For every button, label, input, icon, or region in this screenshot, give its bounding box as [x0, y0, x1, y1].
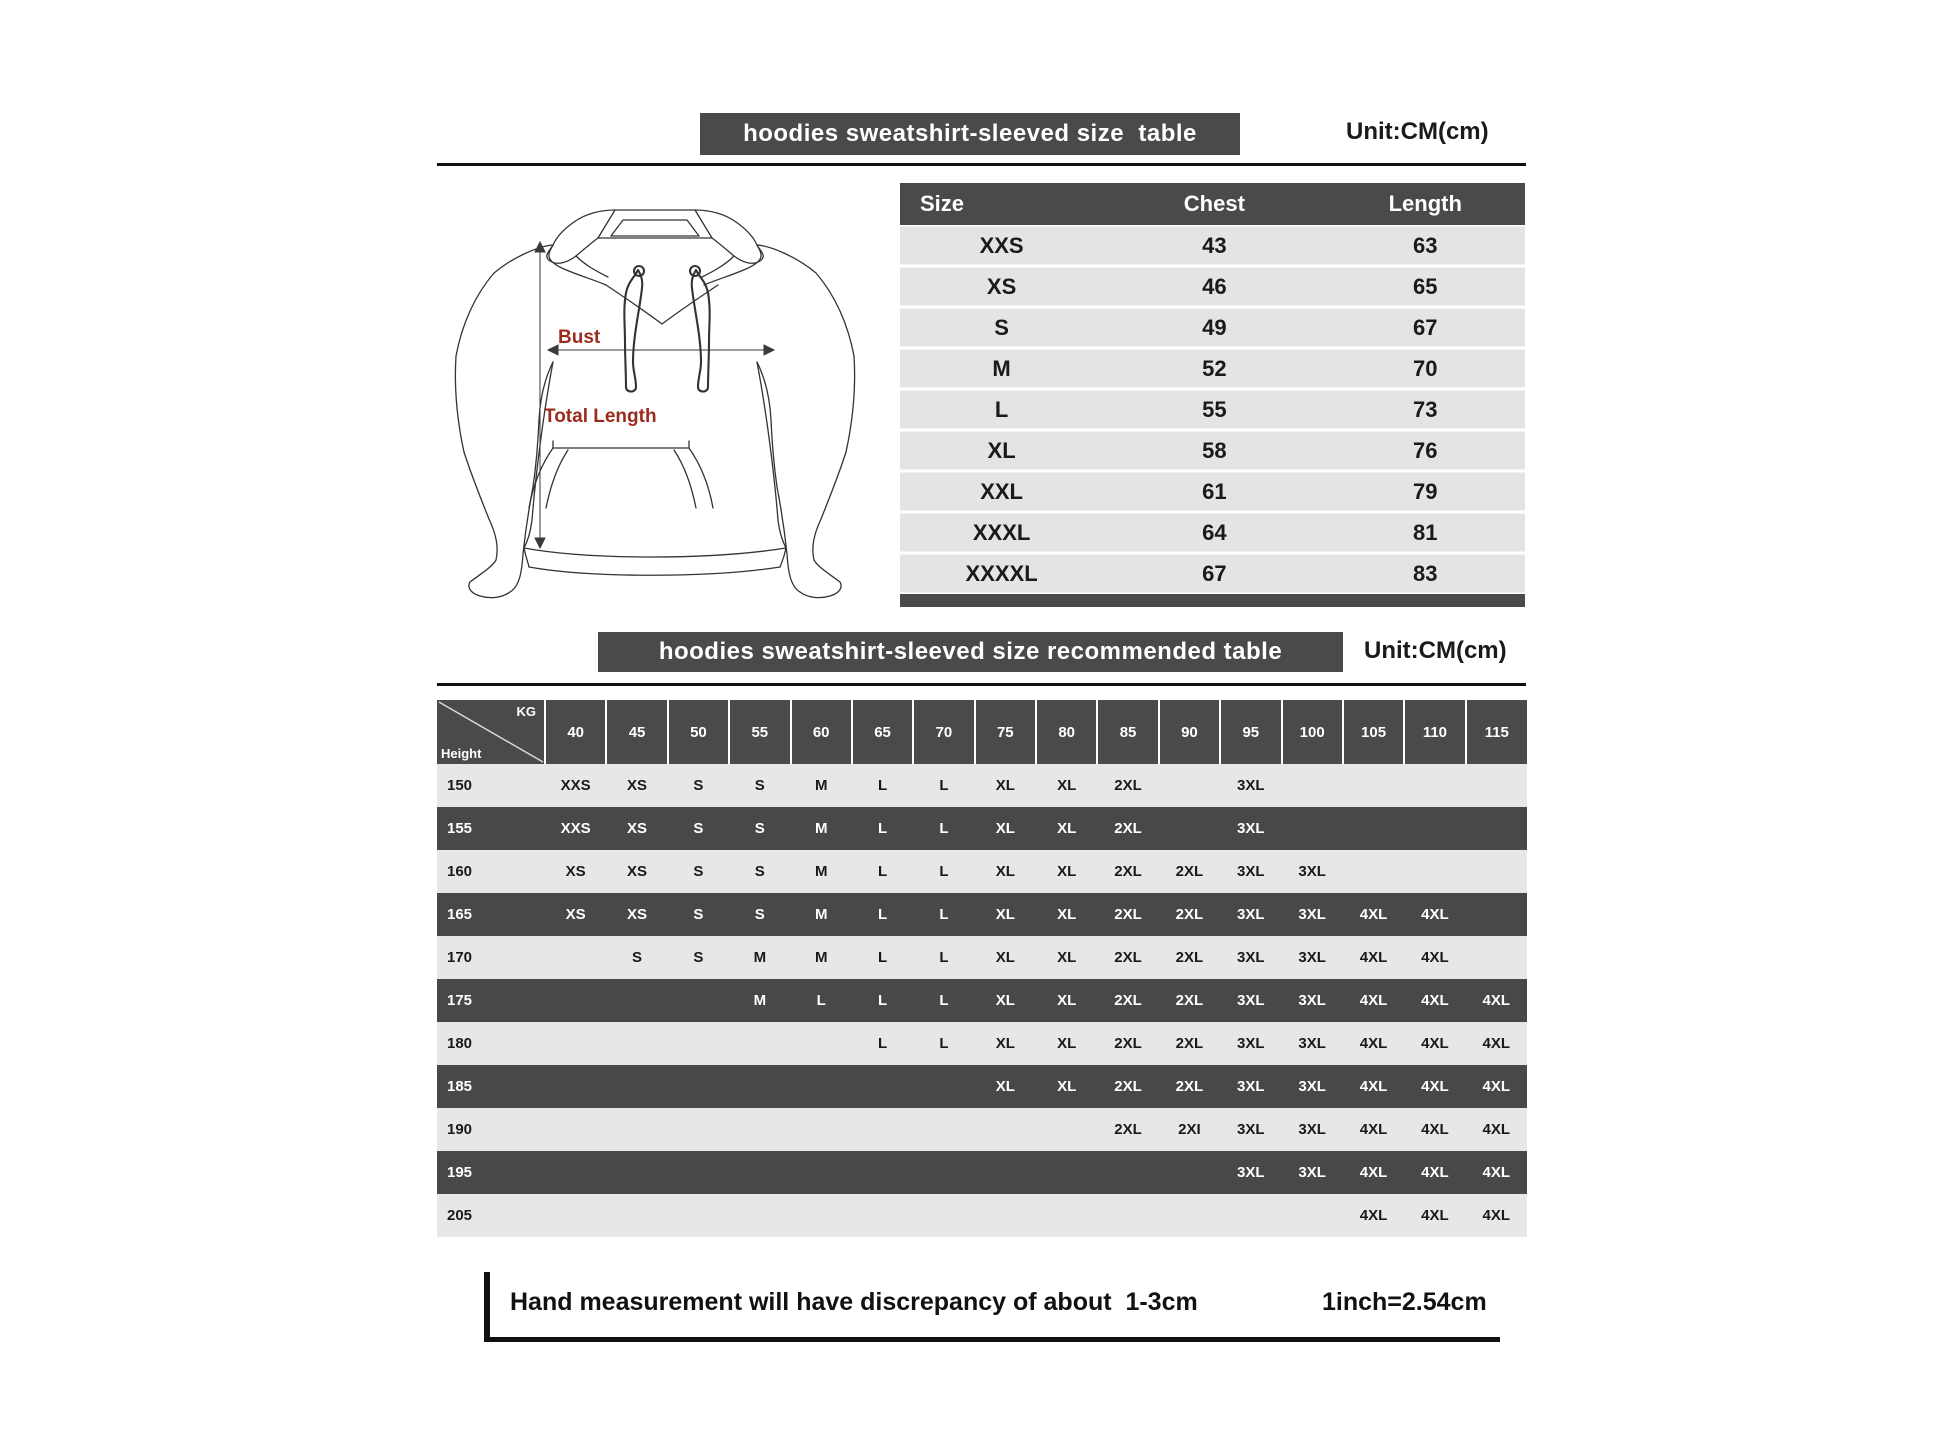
svg-text:Total Length: Total Length [544, 406, 657, 427]
svg-text:Bust: Bust [558, 327, 601, 348]
